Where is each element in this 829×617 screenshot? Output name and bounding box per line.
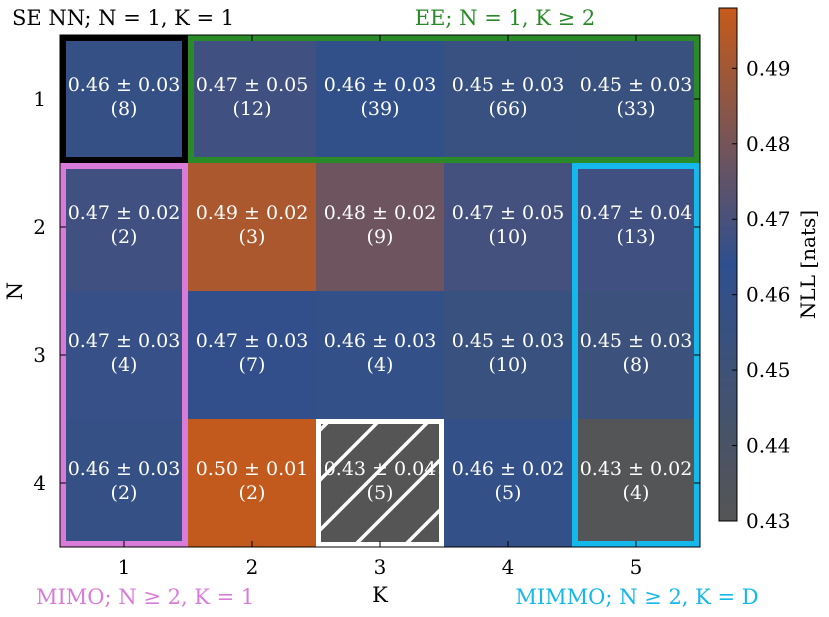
y-tick-label: 1: [33, 87, 46, 111]
heatmap-cell-n3-k2: [188, 291, 316, 419]
colorbar-tick-label: 0.44: [746, 434, 791, 458]
y-tick-label: 2: [33, 215, 46, 239]
cell-value-label: 0.45 ± 0.03: [452, 74, 565, 96]
cell-count-label: (8): [623, 354, 650, 376]
x-tick-label: 2: [246, 555, 259, 579]
colorbar-tick-label: 0.47: [746, 207, 791, 231]
cell-value-label: 0.47 ± 0.05: [452, 202, 565, 224]
heatmap-cell-n4-k2: [188, 419, 316, 547]
cell-count-label: (33): [616, 98, 655, 120]
heatmap-cell-labels: 0.46 ± 0.03(8)0.47 ± 0.05(12)0.46 ± 0.03…: [68, 74, 693, 547]
hatched-cell: [316, 419, 444, 547]
x-tick-label: 5: [630, 555, 643, 579]
heatmap-cell-n2-k4: [444, 163, 572, 291]
region-label-1: SE NN; N = 1, K = 1: [12, 6, 234, 30]
heatmap-cell-n3-k3: [316, 291, 444, 419]
heatmap-cell-n2-k5: [572, 163, 700, 291]
cell-count-label: (2): [111, 482, 138, 504]
colorbar-tick-label: 0.48: [746, 132, 791, 156]
y-tick-label: 3: [33, 343, 46, 367]
cell-value-label: 0.45 ± 0.03: [580, 74, 693, 96]
cell-value-label: 0.50 ± 0.01: [196, 458, 309, 480]
colorbar: 0.43 0.44 0.45 0.46 0.47 0.48 0.49 NLL [nats]: [718, 7, 820, 533]
cell-count-label: (8): [111, 98, 138, 120]
colorbar-tick-label: 0.43: [746, 509, 791, 533]
cell-value-label: 0.46 ± 0.03: [68, 458, 181, 480]
cell-value-label: 0.48 ± 0.02: [324, 202, 437, 224]
heatmap-cell-n4-k5: [572, 419, 700, 547]
cell-value-label: 0.47 ± 0.03: [196, 330, 309, 352]
colorbar-tick-label: 0.49: [746, 56, 791, 80]
y-axis-label: N: [3, 282, 27, 300]
cell-value-label: 0.45 ± 0.03: [580, 330, 693, 352]
cell-count-label: (66): [488, 98, 527, 120]
cell-count-label: (4): [623, 482, 650, 504]
heatmap-cell-n4-k1: [60, 419, 188, 547]
cell-count-label: (2): [239, 482, 266, 504]
cell-count-label: (5): [495, 482, 522, 504]
heatmap-cell-n1-k1: [60, 35, 188, 163]
y-tick-label: 4: [33, 471, 46, 495]
cell-value-label: 0.46 ± 0.03: [324, 330, 437, 352]
heatmap-cell-n1-k5: [572, 35, 700, 163]
heatmap-cell-n3-k1: [60, 291, 188, 419]
x-tick-label: 3: [374, 555, 387, 579]
region-label-2: EE; N = 1, K ≥ 2: [415, 6, 595, 30]
heatmap-cell-n3-k5: [572, 291, 700, 419]
cell-count-label: (39): [360, 98, 399, 120]
heatmap-cell-n2-k2: [188, 163, 316, 291]
heatmap-cell-n2-k1: [60, 163, 188, 291]
cell-count-label: (4): [111, 354, 138, 376]
heatmap-cell-n3-k4: [444, 291, 572, 419]
heatmap-cell-n1-k2: [188, 35, 316, 163]
cell-value-label: 0.46 ± 0.02: [452, 458, 565, 480]
cell-count-label: (7): [239, 354, 266, 376]
cell-count-label: (13): [616, 226, 655, 248]
cell-count-label: (2): [111, 226, 138, 248]
cell-count-label: (10): [488, 354, 527, 376]
cell-count-label: (4): [367, 354, 394, 376]
colorbar-label: NLL [nats]: [796, 210, 820, 319]
cell-count-label: (9): [367, 226, 394, 248]
colorbar-gradient: [718, 7, 738, 522]
cell-value-label: 0.47 ± 0.03: [68, 330, 181, 352]
cell-value-label: 0.46 ± 0.03: [324, 74, 437, 96]
cell-value-label: 0.46 ± 0.03: [68, 74, 181, 96]
x-axis-label: K: [372, 583, 388, 607]
region-label-3: MIMO; N ≥ 2, K = 1: [36, 585, 254, 609]
region-labels: SE NN; N = 1, K = 1 EE; N = 1, K ≥ 2 MIMO;…: [12, 6, 759, 609]
cell-value-label: 0.43 ± 0.02: [580, 458, 693, 480]
cell-value-label: 0.47 ± 0.05: [196, 74, 309, 96]
heatmap-cell-n1-k4: [444, 35, 572, 163]
heatmap-cell-n1-k3: [316, 35, 444, 163]
x-tick-label: 4: [502, 555, 515, 579]
heatmap-cells: [60, 35, 700, 547]
region-label-4: MIMMO; N ≥ 2, K = D: [515, 585, 758, 609]
cell-value-label: 0.47 ± 0.02: [68, 202, 181, 224]
x-tick-label: 1: [118, 555, 131, 579]
colorbar-tick-label: 0.45: [746, 358, 791, 382]
heatmap-cell-n4-k4: [444, 419, 572, 547]
heatmap-cell-n2-k3: [316, 163, 444, 291]
cell-count-label: (10): [488, 226, 527, 248]
cell-count-label: (3): [239, 226, 266, 248]
cell-value-label: 0.45 ± 0.03: [452, 330, 565, 352]
cell-count-label: (12): [232, 98, 271, 120]
colorbar-tick-label: 0.46: [746, 283, 791, 307]
cell-value-label: 0.47 ± 0.04: [580, 202, 693, 224]
plot-axes: 1 2 3 4 5 1 2 3 4 K N: [3, 34, 701, 607]
cell-value-label: 0.49 ± 0.02: [196, 202, 309, 224]
